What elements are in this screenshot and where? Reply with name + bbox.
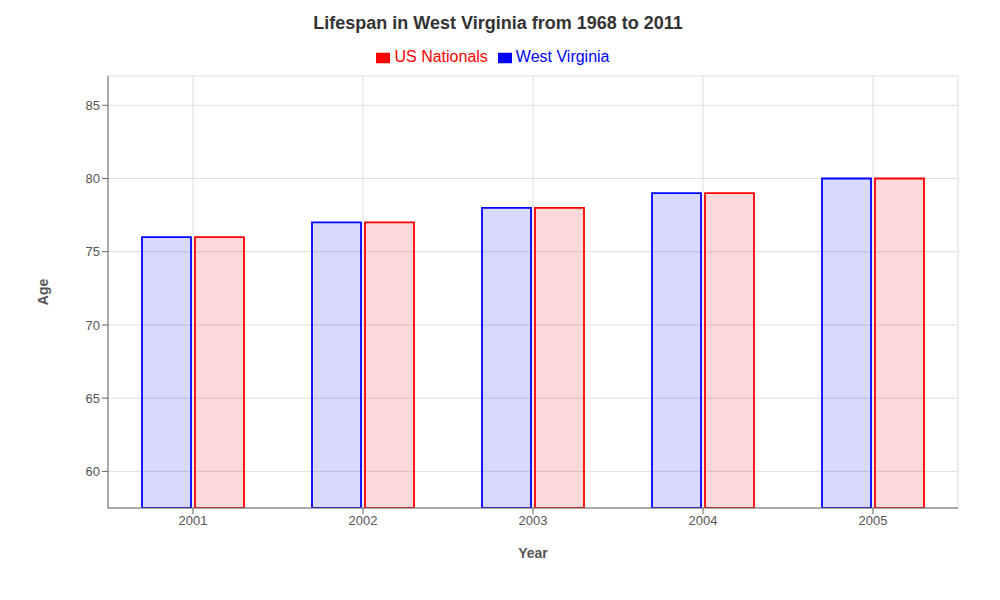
svg-text:2003: 2003 <box>519 513 548 528</box>
svg-text:80: 80 <box>86 171 100 186</box>
svg-text:Year: Year <box>518 545 548 561</box>
svg-text:70: 70 <box>86 318 100 333</box>
svg-text:2004: 2004 <box>689 513 718 528</box>
svg-text:60: 60 <box>86 464 100 479</box>
svg-text:75: 75 <box>86 244 100 259</box>
svg-text:2005: 2005 <box>859 513 888 528</box>
svg-text:2002: 2002 <box>349 513 378 528</box>
svg-text:85: 85 <box>86 98 100 113</box>
html-text:US Nationals: US Nationals <box>394 48 488 65</box>
html-text:West Virginia: West Virginia <box>515 48 610 65</box>
svg-text:2001: 2001 <box>179 513 208 528</box>
svg-text:65: 65 <box>86 391 100 406</box>
html-text:Lifespan in West Virginia from: Lifespan in West Virginia from 1968 to 2… <box>313 13 683 33</box>
svg-text:Age: Age <box>35 279 51 306</box>
